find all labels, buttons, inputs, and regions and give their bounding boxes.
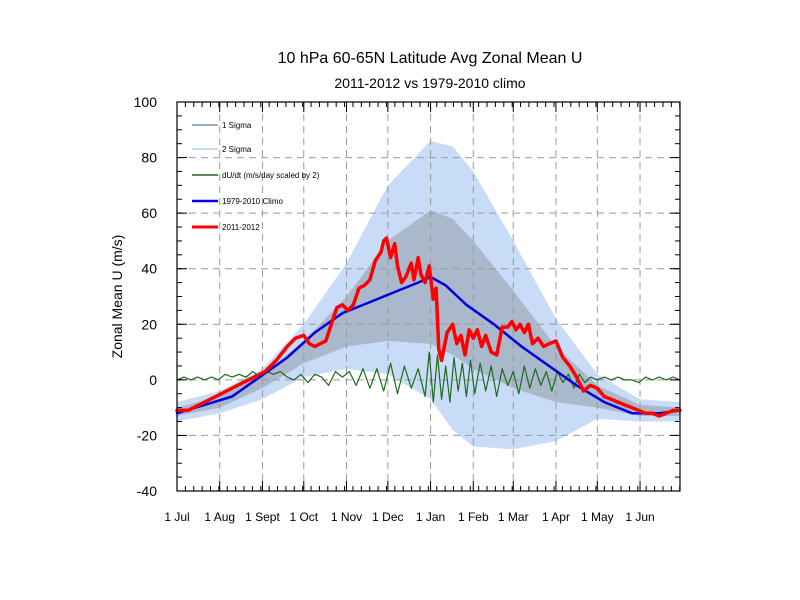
chart-subtitle: 2011-2012 vs 1979-2010 climo bbox=[334, 75, 526, 91]
y-axis-label: Zonal Mean U (m/s) bbox=[109, 235, 125, 359]
y-tick-label: -20 bbox=[137, 427, 157, 443]
x-tick-label: 1 Jun bbox=[625, 510, 654, 524]
y-tick-label: 0 bbox=[149, 372, 157, 388]
chart-title: 10 hPa 60-65N Latitude Avg Zonal Mean U bbox=[277, 50, 583, 67]
x-tick-label: 1 Jul bbox=[164, 510, 189, 524]
x-tick-label: 1 Apr bbox=[542, 510, 570, 524]
sigma-bands bbox=[177, 140, 680, 450]
x-tick-label: 1 Mar bbox=[498, 510, 529, 524]
y-tick-label: -40 bbox=[137, 483, 157, 499]
x-tick-label: 1 May bbox=[581, 510, 614, 524]
x-tick-label: 1 Jan bbox=[416, 510, 445, 524]
legend-label: 1979-2010 Climo bbox=[222, 197, 283, 206]
legend: 1 Sigma 2 Sigma dU/dt (m/s/day scaled by 2… bbox=[192, 121, 320, 232]
legend-label: 2011-2012 bbox=[222, 223, 260, 232]
x-tick-label: 1 Feb bbox=[458, 510, 489, 524]
legend-label: 1 Sigma bbox=[222, 121, 252, 130]
y-tick-label: 100 bbox=[134, 94, 158, 110]
y-tick-label: 60 bbox=[141, 205, 157, 221]
legend-label: 2 Sigma bbox=[222, 145, 252, 154]
y-tick-label: 40 bbox=[141, 261, 157, 277]
x-tick-label: 1 Sept bbox=[245, 510, 280, 524]
series-2011-2012 bbox=[175, 236, 682, 418]
series bbox=[175, 236, 682, 418]
x-tick-label: 1 Dec bbox=[372, 510, 403, 524]
y-tick-label: 20 bbox=[141, 316, 157, 332]
x-tick-label: 1 Oct bbox=[289, 510, 318, 524]
x-tick-label: 1 Aug bbox=[204, 510, 235, 524]
axes: 1 Jul 1 Aug 1 Sept 1 Oct 1 Nov 1 Dec 1 Jan 1 Fe… bbox=[134, 94, 681, 524]
series-dudt bbox=[176, 351, 681, 403]
legend-label: dU/dt (m/s/day scaled by 2) bbox=[222, 171, 320, 180]
x-tick-label: 1 Nov bbox=[331, 510, 362, 524]
y-tick-label: 80 bbox=[141, 150, 157, 166]
band-1-sigma bbox=[177, 210, 680, 416]
grid bbox=[177, 102, 680, 491]
